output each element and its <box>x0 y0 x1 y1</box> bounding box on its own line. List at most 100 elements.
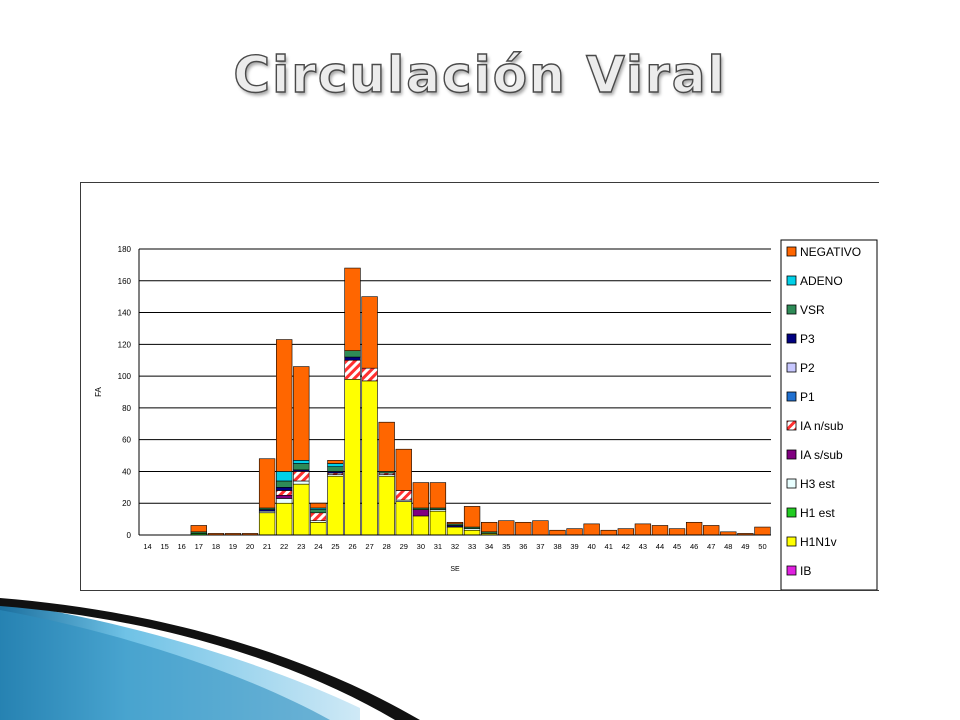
bar-segment <box>446 526 464 536</box>
bar-segment <box>276 494 293 499</box>
bar-segment <box>276 487 293 491</box>
bar-segment <box>258 458 276 509</box>
legend-swatch <box>786 275 797 286</box>
chart-frame: 0 20 40 60 80 100 120 140 160 180 FA 14 15 16 17 18 19 20… <box>80 182 879 591</box>
bar-segment <box>276 490 293 496</box>
legend-label: IB <box>800 564 811 578</box>
bar-segment <box>668 528 686 536</box>
bar-segment <box>190 525 207 533</box>
x-tick-label: 37 <box>536 542 544 551</box>
x-tick-label: 33 <box>468 542 476 551</box>
bar-segment <box>412 515 429 536</box>
bar-segment <box>583 523 600 536</box>
bar-segment <box>429 510 447 536</box>
bar-segment <box>327 463 344 467</box>
bar-segment <box>685 521 703 536</box>
bar-segment <box>498 520 515 536</box>
y-tick-label: 20 <box>122 499 131 508</box>
bar-segment <box>378 421 395 472</box>
x-tick-label: 43 <box>639 542 647 551</box>
x-tick-label: 27 <box>365 542 373 551</box>
grid-layer <box>139 248 771 504</box>
y-tick-label: 100 <box>118 372 132 381</box>
bar-segment <box>293 471 310 482</box>
legend: NEGATIVO ADENO VSR P3 P2 P1 IA n/sub IA s/sub H3… <box>780 239 878 590</box>
bar-segment <box>617 528 634 536</box>
y-tick-label: 160 <box>118 277 132 286</box>
x-tick-label: 23 <box>297 542 305 551</box>
bar-segment <box>378 475 395 536</box>
bar-segment <box>327 460 344 464</box>
x-tick-label: 49 <box>741 542 749 551</box>
legend-swatch <box>786 449 797 460</box>
bar-segment <box>600 529 617 536</box>
x-tick-label: 29 <box>400 542 408 551</box>
x-tick-label: 24 <box>314 542 322 551</box>
bottom-swoosh-decoration <box>0 598 420 720</box>
bar-segment <box>293 483 310 536</box>
bar-segment <box>344 350 361 358</box>
bar-segment <box>276 498 293 504</box>
y-tick-label: 40 <box>122 467 131 476</box>
y-axis-label: FA <box>94 386 103 396</box>
bar-segment <box>293 463 310 471</box>
bar-segment <box>276 502 293 536</box>
bar-segment <box>327 466 344 472</box>
x-tick-label: 30 <box>417 542 425 551</box>
legend-swatch <box>786 507 797 518</box>
bar-segment <box>310 509 327 514</box>
x-tick-label: 48 <box>724 542 732 551</box>
bar-segment <box>412 509 429 517</box>
x-tick-label: 28 <box>383 542 391 551</box>
x-tick-label: 26 <box>348 542 356 551</box>
x-tick-label: 32 <box>451 542 459 551</box>
bar-segment <box>395 501 412 536</box>
bar-segment <box>481 521 498 533</box>
legend-label: P2 <box>800 361 815 375</box>
slide-title: Circulación Viral <box>233 45 727 104</box>
bar-segment <box>293 480 310 485</box>
bar-segment <box>754 526 771 536</box>
bar-segment <box>463 506 481 528</box>
x-tick-label: 21 <box>263 542 271 551</box>
x-tick-label: 25 <box>331 542 339 551</box>
x-tick-label: 22 <box>280 542 288 551</box>
x-tick-label: 15 <box>160 542 168 551</box>
bar-segment <box>344 356 361 361</box>
bar-segment <box>310 512 327 521</box>
x-tick-label: 38 <box>553 542 561 551</box>
x-tick-label: 16 <box>178 542 186 551</box>
bar-segment <box>276 471 293 482</box>
x-tick-label: 20 <box>246 542 254 551</box>
bar-segment <box>361 296 378 369</box>
legend-label: NEGATIVO <box>800 245 861 259</box>
bar-segment <box>361 380 378 536</box>
bar-segment <box>276 480 293 488</box>
bar-segment <box>463 529 481 536</box>
x-tick-label: 35 <box>502 542 510 551</box>
chart-svg: 0 20 40 60 80 100 120 140 160 180 FA 14 15 16 17 18 19 20… <box>94 239 878 590</box>
bar-segment <box>310 521 327 536</box>
bar-segment <box>293 366 310 461</box>
y-tick-label: 0 <box>127 531 132 540</box>
legend-label: IA n/sub <box>800 419 844 433</box>
y-tick-label: 60 <box>122 436 131 445</box>
legend-label: H1 est <box>800 506 835 520</box>
bars-layer <box>190 267 771 536</box>
legend-swatch <box>786 362 797 373</box>
bar-segment <box>651 525 669 536</box>
legend-swatch <box>786 391 797 402</box>
y-tick-label: 180 <box>118 245 132 254</box>
legend-swatch <box>786 420 797 431</box>
bar-segment <box>395 490 412 501</box>
x-tick-label: 19 <box>229 542 237 551</box>
axis-layer: 0 20 40 60 80 100 120 140 160 180 FA 14 15 16 17 18 19 20… <box>94 245 771 573</box>
x-tick-label: 36 <box>519 542 527 551</box>
legend-swatch <box>786 565 797 576</box>
y-tick-label: 80 <box>122 404 131 413</box>
legend-label: H3 est <box>800 477 835 491</box>
bar-segment <box>429 482 447 509</box>
x-axis-label: SE <box>450 566 460 573</box>
x-tick-label: 40 <box>587 542 595 551</box>
x-tick-label: 39 <box>570 542 578 551</box>
